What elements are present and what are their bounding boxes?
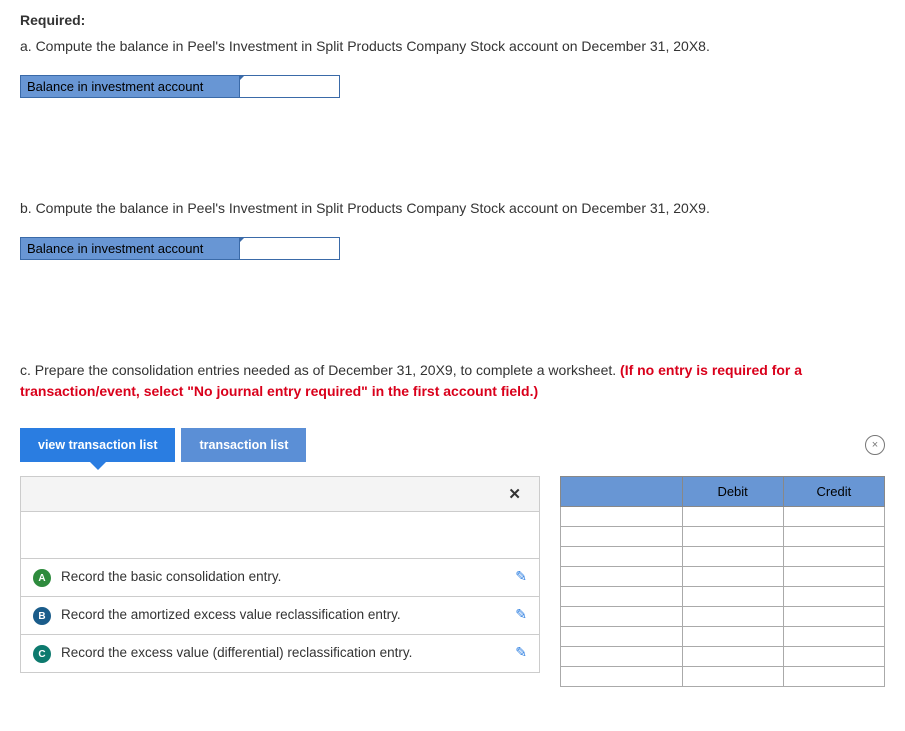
grid-cell[interactable]	[682, 647, 783, 667]
grid-cell[interactable]	[783, 547, 884, 567]
balance-input-wrap-b	[240, 237, 340, 260]
grid-cell[interactable]	[561, 667, 683, 687]
part-a-text: a. Compute the balance in Peel's Investm…	[20, 36, 885, 57]
entry-row[interactable]: B Record the amortized excess value recla…	[20, 596, 540, 634]
grid-cell[interactable]	[682, 667, 783, 687]
panel-header: ✕	[20, 476, 540, 512]
part-c-text: c. Prepare the consolidation entries nee…	[20, 360, 885, 402]
grid-cell[interactable]	[682, 627, 783, 647]
grid-cell[interactable]	[561, 527, 683, 547]
grid-cell[interactable]	[783, 647, 884, 667]
grid-cell[interactable]	[682, 607, 783, 627]
grid-cell[interactable]	[783, 667, 884, 687]
grid-cell[interactable]	[561, 607, 683, 627]
entry-badge: C	[33, 645, 51, 663]
pencil-icon[interactable]: ✎	[515, 606, 527, 623]
close-icon[interactable]: ×	[865, 435, 885, 455]
entry-text: Record the excess value (differential) r…	[61, 644, 505, 663]
grid-header-blank	[561, 477, 683, 507]
transaction-list-panel: ✕ A Record the basic consolidation entry.…	[20, 476, 540, 687]
grid-cell[interactable]	[783, 527, 884, 547]
tab-view-transaction-list[interactable]: view transaction list	[20, 428, 175, 462]
entry-row[interactable]: A Record the basic consolidation entry. ✎	[20, 558, 540, 596]
required-heading: Required:	[20, 12, 85, 28]
entry-text: Record the basic consolidation entry.	[61, 568, 505, 587]
grid-cell[interactable]	[561, 547, 683, 567]
grid-cell[interactable]	[682, 507, 783, 527]
grid-row	[561, 567, 885, 587]
grid-cell[interactable]	[682, 567, 783, 587]
grid-row	[561, 647, 885, 667]
clear-x-icon[interactable]: ✕	[508, 485, 521, 503]
grid-cell[interactable]	[783, 607, 884, 627]
part-c-prefix: c. Prepare the consolidation entries nee…	[20, 362, 620, 378]
grid-row	[561, 587, 885, 607]
entry-badge: A	[33, 569, 51, 587]
grid-cell[interactable]	[561, 627, 683, 647]
entry-text: Record the amortized excess value reclas…	[61, 606, 505, 625]
pencil-icon[interactable]: ✎	[515, 644, 527, 661]
pencil-icon[interactable]: ✎	[515, 568, 527, 585]
panel-spacer	[20, 512, 540, 558]
entry-row[interactable]: C Record the excess value (differential) …	[20, 634, 540, 673]
grid-cell[interactable]	[783, 627, 884, 647]
grid-row	[561, 607, 885, 627]
grid-row	[561, 507, 885, 527]
grid-cell[interactable]	[561, 647, 683, 667]
journal-grid: Debit Credit	[560, 476, 885, 687]
grid-header-credit: Credit	[783, 477, 884, 507]
grid-cell[interactable]	[783, 507, 884, 527]
grid-row	[561, 667, 885, 687]
entry-badge: B	[33, 607, 51, 625]
balance-input-wrap-a	[240, 75, 340, 98]
part-b-text: b. Compute the balance in Peel's Investm…	[20, 198, 885, 219]
tab-transaction-list[interactable]: transaction list	[181, 428, 306, 462]
balance-label-b: Balance in investment account	[20, 237, 240, 260]
grid-cell[interactable]	[561, 587, 683, 607]
grid-row	[561, 527, 885, 547]
grid-cell[interactable]	[783, 587, 884, 607]
grid-cell[interactable]	[682, 587, 783, 607]
grid-row	[561, 627, 885, 647]
grid-cell[interactable]	[561, 507, 683, 527]
grid-cell[interactable]	[783, 567, 884, 587]
grid-row	[561, 547, 885, 567]
balance-label-a: Balance in investment account	[20, 75, 240, 98]
grid-cell[interactable]	[682, 547, 783, 567]
grid-cell[interactable]	[561, 567, 683, 587]
grid-header-debit: Debit	[682, 477, 783, 507]
grid-cell[interactable]	[682, 527, 783, 547]
balance-input-b[interactable]	[240, 238, 339, 259]
journal-grid-panel: Debit Credit	[540, 476, 885, 687]
balance-input-a[interactable]	[240, 76, 339, 97]
